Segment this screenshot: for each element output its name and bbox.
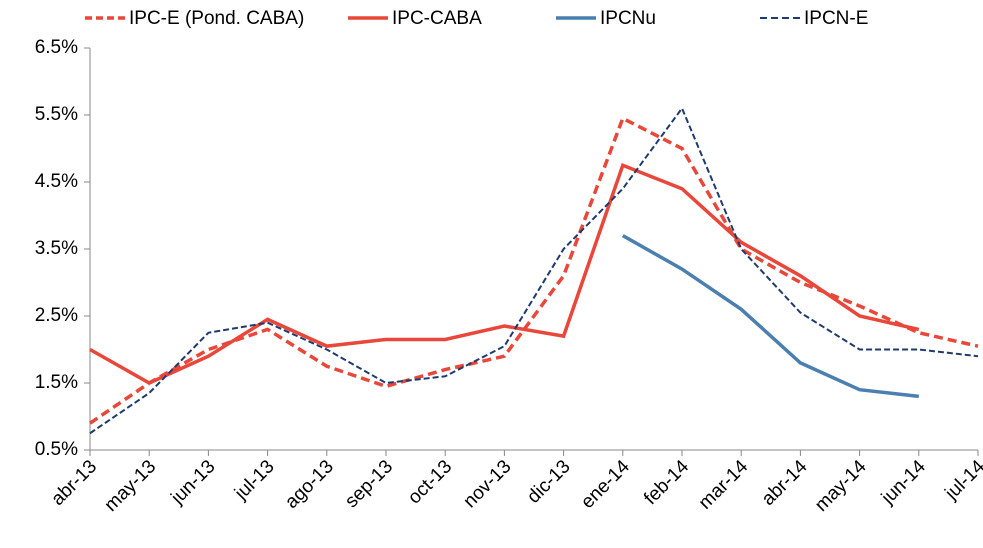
x-tick-label: may-13 (101, 456, 161, 516)
x-tick-label: jun-14 (877, 456, 930, 509)
x-tick-label: ago-13 (281, 456, 338, 513)
x-tick-label: abr-13 (47, 456, 101, 510)
series-line (89, 162, 920, 385)
x-tick-label: may-14 (811, 456, 871, 516)
legend-label: IPC-CABA (392, 8, 482, 29)
legend-label: IPCN-E (804, 8, 868, 29)
x-tick-label: jul-13 (230, 456, 278, 504)
y-tick-label: 6.5% (35, 37, 78, 58)
legend-label: IPCNu (600, 8, 656, 29)
x-tick-label: jul-14 (941, 456, 983, 505)
x-tick-label: dic-13 (523, 456, 574, 507)
series-line (621, 234, 919, 399)
series-line (89, 115, 979, 425)
x-tick-label: feb-14 (640, 456, 693, 509)
y-tick-label: 2.5% (35, 305, 78, 326)
y-tick-label: 5.5% (35, 104, 78, 125)
y-tick-label: 0.5% (35, 439, 78, 460)
legend-label: IPC-E (Pond. CABA) (129, 8, 304, 29)
x-tick-label: mar-14 (695, 456, 753, 514)
x-tick-label: abr-14 (758, 456, 812, 510)
x-tick-label: ene-14 (577, 456, 634, 513)
y-tick-label: 3.5% (35, 238, 78, 259)
x-tick-label: oct-13 (404, 456, 456, 508)
x-tick-label: sep-13 (341, 456, 397, 512)
x-tick-label: jun-13 (167, 456, 220, 509)
y-tick-label: 1.5% (35, 372, 78, 393)
x-tick-label: nov-13 (460, 456, 516, 512)
y-tick-label: 4.5% (35, 171, 78, 192)
series-line (89, 106, 979, 435)
